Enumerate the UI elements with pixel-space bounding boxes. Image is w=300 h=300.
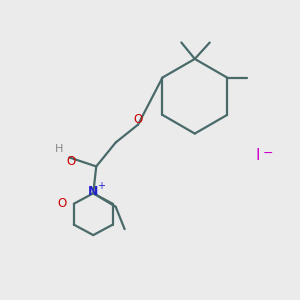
- Text: O: O: [66, 154, 76, 167]
- Text: O: O: [57, 197, 67, 210]
- Text: +: +: [97, 182, 105, 191]
- Text: I: I: [255, 148, 260, 164]
- Text: −: −: [263, 146, 273, 160]
- Text: O: O: [134, 113, 143, 126]
- Text: N: N: [88, 185, 98, 198]
- Text: H: H: [55, 143, 63, 154]
